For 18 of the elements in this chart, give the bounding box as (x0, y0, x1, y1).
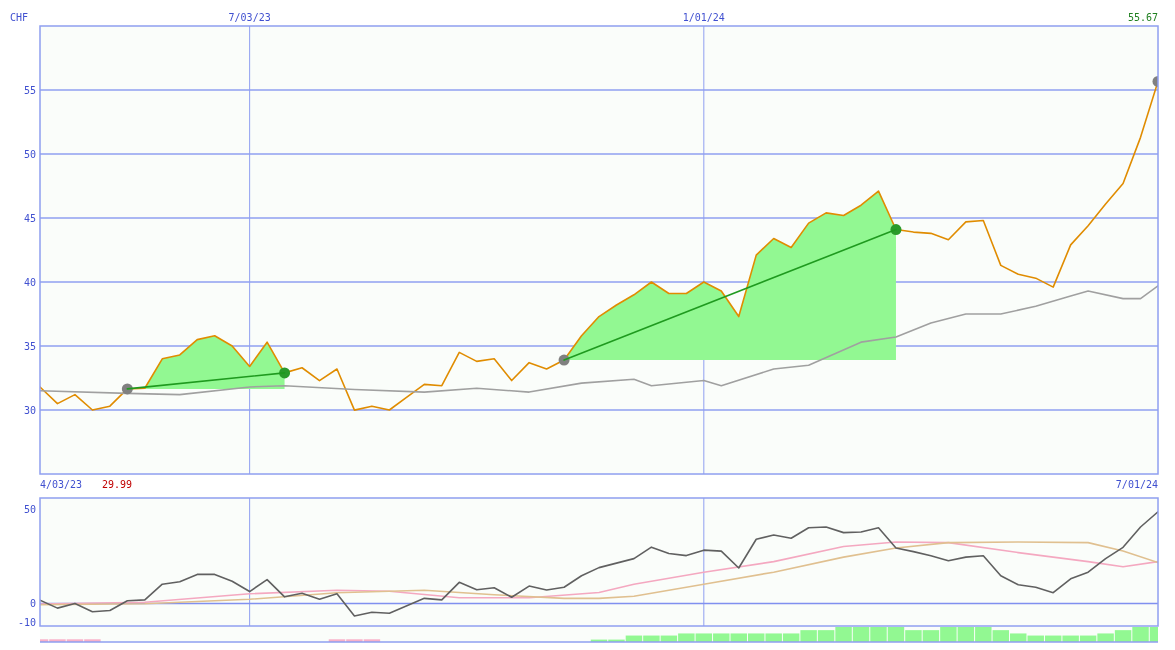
text: 7/01/24 (1115, 479, 1158, 490)
x-tick-label: 7/03/23 (228, 12, 271, 23)
y-tick-label: 35 (23, 340, 36, 352)
y-axis-title: CHF (10, 12, 29, 23)
y-tick-label: 50 (23, 503, 36, 515)
y-tick-label: 55 (23, 84, 36, 96)
y-tick-label: 40 (23, 276, 36, 288)
y-tick-label: 50 (23, 148, 36, 160)
y-tick-label: 45 (23, 212, 36, 224)
y-tick-label: 30 (23, 404, 36, 416)
x-tick-label: 1/01/24 (682, 12, 725, 23)
y-tick-label: -10 (17, 616, 36, 628)
line-series (40, 285, 1158, 396)
line-series (40, 510, 1158, 617)
text: 29.99 (102, 479, 133, 490)
y-tick-label: 0 (29, 597, 36, 609)
text: 55.67 (1127, 12, 1158, 23)
text: 4/03/23 (40, 479, 83, 490)
